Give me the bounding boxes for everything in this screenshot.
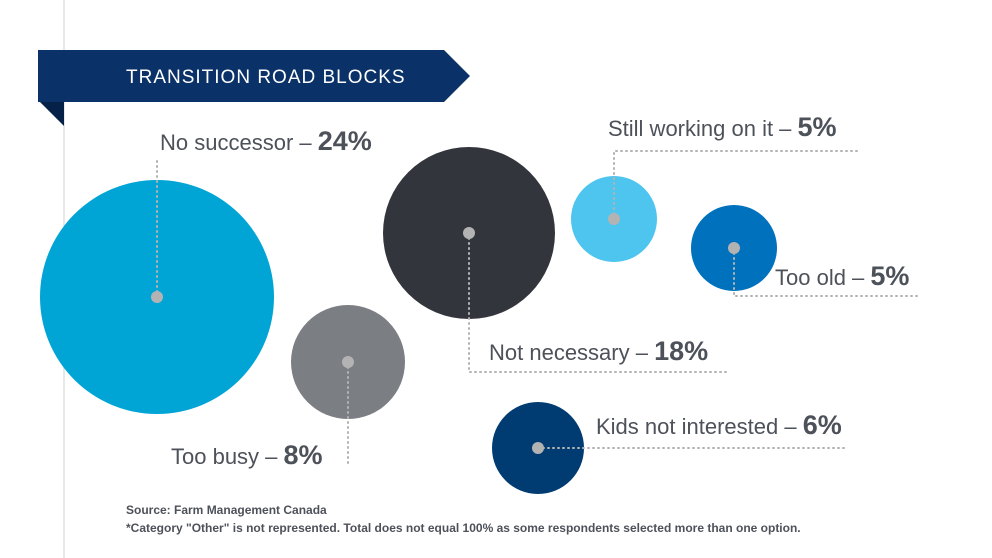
bubble-center-dot-still-working-on-it (608, 213, 620, 225)
label-text-too-old: Too old – (775, 265, 870, 290)
label-value-no-successor: 24% (318, 126, 372, 156)
label-too-busy: Too busy – 8% (171, 440, 323, 470)
label-text-still-working-on-it: Still working on it – (608, 116, 798, 141)
leader-line-too-old (733, 247, 921, 297)
bubble-center-dot-too-busy (342, 356, 354, 368)
label-value-still-working-on-it: 5% (798, 112, 837, 142)
leader-line-not-necessary (468, 232, 728, 373)
label-too-old: Too old – 5% (775, 261, 909, 291)
label-value-too-busy: 8% (284, 440, 323, 470)
source-note: Source: Farm Management Canada (126, 503, 327, 517)
footnote: *Category "Other" is not represented. To… (126, 521, 801, 535)
label-still-working-on-it: Still working on it – 5% (608, 112, 837, 142)
banner-fold (38, 100, 64, 126)
label-layer: No successor – 24% Too busy – 8% Not neces… (160, 112, 909, 470)
bubble-center-dot-too-old (728, 242, 740, 254)
label-not-necessary: Not necessary – 18% (489, 336, 708, 366)
bubble-center-dot-not-necessary (463, 227, 475, 239)
label-text-too-busy: Too busy – (171, 444, 284, 469)
title-banner (38, 50, 470, 102)
label-value-kids-not-interested: 6% (803, 410, 842, 440)
chart-title: TRANSITION ROAD BLOCKS (126, 67, 406, 88)
label-text-no-successor: No successor – (160, 130, 318, 155)
label-kids-not-interested: Kids not interested – 6% (596, 410, 842, 440)
bubble-center-dot-kids-not-interested (532, 442, 544, 454)
label-text-kids-not-interested: Kids not interested – (596, 414, 803, 439)
label-value-too-old: 5% (870, 261, 909, 291)
bubble-layer (40, 147, 921, 494)
label-text-not-necessary: Not necessary – (489, 340, 654, 365)
leader-line-still-working-on-it (613, 150, 859, 220)
label-no-successor: No successor – 24% (160, 126, 372, 156)
label-value-not-necessary: 18% (654, 336, 708, 366)
bubble-center-dot-no-successor (151, 291, 163, 303)
